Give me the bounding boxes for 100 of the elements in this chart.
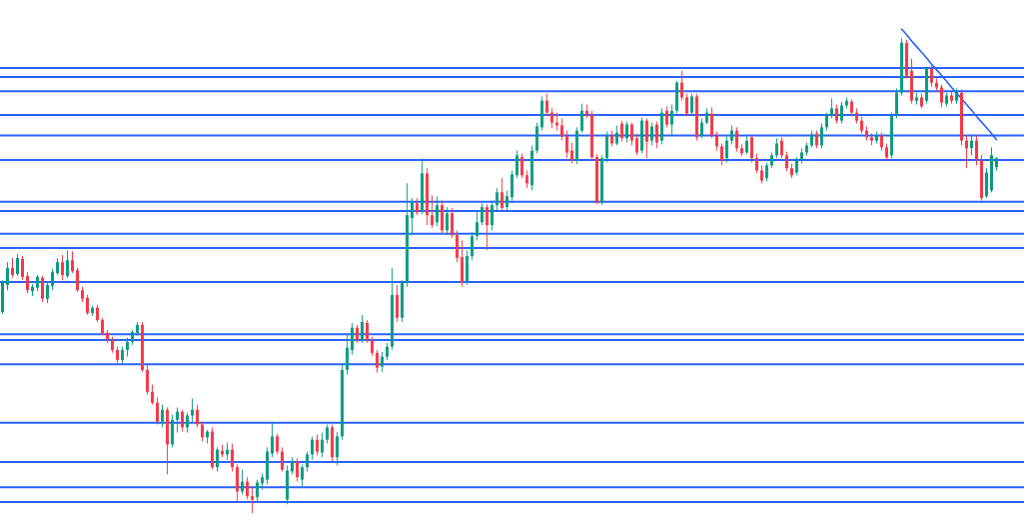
candlestick xyxy=(680,70,684,102)
candlestick xyxy=(580,103,584,134)
candlestick xyxy=(480,202,484,226)
candlestick xyxy=(570,142,574,164)
candlestick xyxy=(720,142,724,166)
candlestick xyxy=(355,324,359,344)
candlestick xyxy=(560,117,564,142)
candlestick xyxy=(50,268,54,291)
candlestick xyxy=(455,229,459,263)
candlestick xyxy=(760,164,764,184)
candlestick xyxy=(270,422,274,458)
candlestick xyxy=(930,65,934,87)
candlestick xyxy=(155,396,159,426)
candlestick xyxy=(795,156,799,176)
candlestick xyxy=(65,249,69,279)
candlestick xyxy=(470,231,474,261)
candlestick xyxy=(200,421,204,443)
candlestick xyxy=(20,255,24,281)
candlestick xyxy=(750,133,754,163)
candlestick xyxy=(755,152,759,174)
candlestick xyxy=(840,101,844,125)
candlestick xyxy=(550,107,554,129)
candlestick xyxy=(75,267,79,293)
candlestick xyxy=(315,434,319,456)
candlestick xyxy=(765,161,769,182)
candlestick xyxy=(150,384,154,406)
candlestick xyxy=(345,332,349,376)
candlestick xyxy=(880,132,884,152)
candlestick xyxy=(365,319,369,344)
candlestick xyxy=(475,209,479,241)
candlestick xyxy=(215,446,219,473)
candlestick xyxy=(310,435,314,461)
candlestick xyxy=(60,254,64,281)
candlestick xyxy=(975,134,979,166)
candlestick xyxy=(335,431,339,466)
candlestick xyxy=(655,121,659,149)
candlestick xyxy=(690,93,694,116)
candlestick xyxy=(970,134,974,156)
candlestick xyxy=(625,121,629,144)
candlestick xyxy=(25,271,29,294)
candlestick xyxy=(565,130,569,159)
candlestick xyxy=(160,404,164,428)
candlestick xyxy=(735,126,739,153)
candlestick xyxy=(635,133,639,156)
candlestick xyxy=(665,105,669,128)
candlestick xyxy=(485,203,489,251)
candlestick xyxy=(10,257,14,279)
candlestick xyxy=(305,451,309,473)
candlestick xyxy=(985,167,989,199)
candlestick xyxy=(300,463,304,487)
candlestick xyxy=(445,206,449,236)
candlestick xyxy=(125,337,129,358)
candlestick xyxy=(835,104,839,125)
candlestick xyxy=(245,476,249,501)
candlestick xyxy=(5,261,9,291)
candlestick xyxy=(775,137,779,159)
candlestick xyxy=(15,253,19,277)
candlestick xyxy=(410,197,414,236)
candlestick xyxy=(650,122,654,146)
candlestick xyxy=(395,284,399,323)
candlestick xyxy=(940,84,944,108)
candlestick xyxy=(145,364,149,396)
candlestick xyxy=(495,187,499,211)
candlestick xyxy=(435,195,439,227)
candlestick xyxy=(45,282,49,304)
candlestick xyxy=(745,135,749,155)
candlestick xyxy=(825,112,829,132)
candlestick xyxy=(255,479,259,503)
candlestick xyxy=(520,152,524,179)
candlestick xyxy=(730,124,734,145)
candlestick xyxy=(700,117,704,139)
candlestick xyxy=(190,397,194,423)
candlestick xyxy=(630,122,634,146)
candlestick xyxy=(375,349,379,374)
candlestick xyxy=(830,97,834,119)
candlestick xyxy=(780,136,784,159)
candlestick xyxy=(620,120,624,143)
candlestick xyxy=(325,424,329,445)
candlestick xyxy=(785,151,789,172)
candlestick xyxy=(350,322,354,356)
candlestick xyxy=(525,170,529,189)
candlestick xyxy=(615,124,619,146)
candlestick xyxy=(605,131,609,163)
candlestick xyxy=(545,93,549,116)
candlestick xyxy=(505,189,509,211)
candlestick xyxy=(370,336,374,357)
candlestick xyxy=(180,409,184,433)
candlestick xyxy=(360,314,364,344)
candlestick xyxy=(280,446,284,473)
candlestick xyxy=(240,469,244,495)
candlestick xyxy=(85,294,89,316)
candlestick xyxy=(490,199,494,231)
candlestick xyxy=(645,117,649,159)
candlestick xyxy=(185,412,189,434)
candlestick xyxy=(175,406,179,434)
candlestick xyxy=(715,131,719,152)
candlestick xyxy=(725,135,729,163)
candlestick xyxy=(670,104,674,136)
candlestick xyxy=(500,177,504,211)
candlestick xyxy=(70,250,74,274)
